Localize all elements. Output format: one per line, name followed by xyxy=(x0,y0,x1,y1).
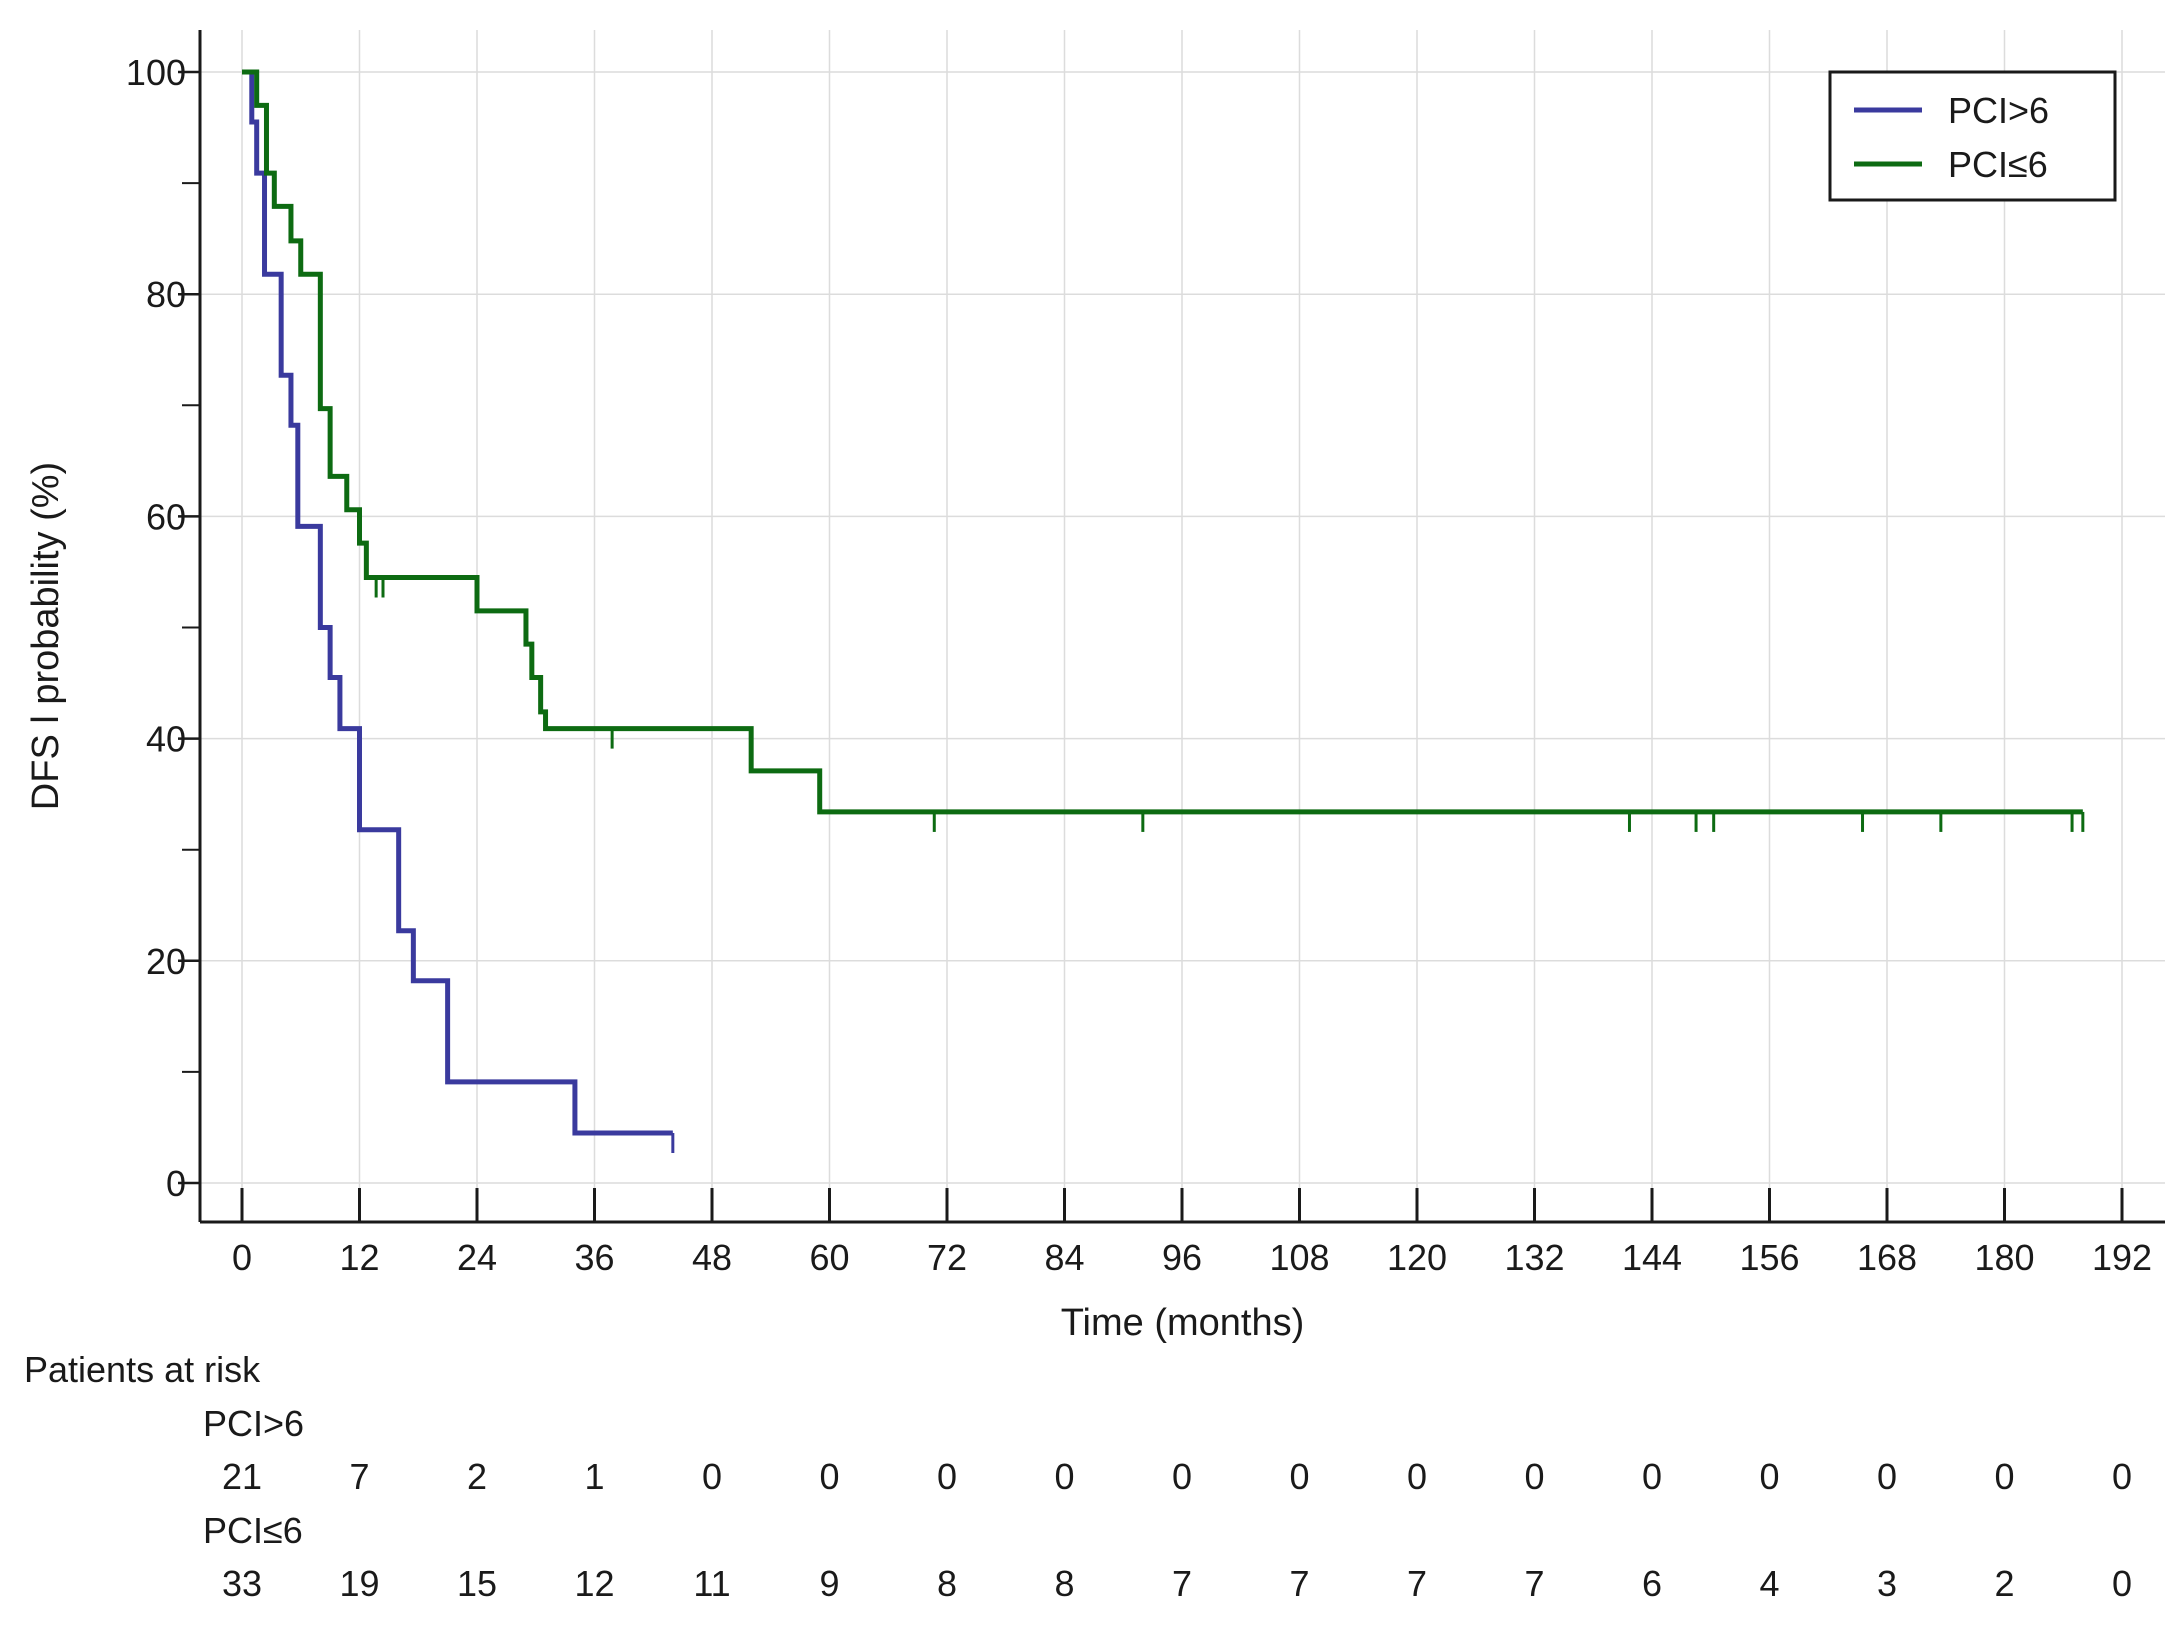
risk-count-pci-le-6-192: 0 xyxy=(2112,1563,2132,1604)
y-tick-label-0: 0 xyxy=(166,1163,186,1204)
x-tick-label-108: 108 xyxy=(1269,1237,1329,1278)
risk-count-pci-le-6-96: 7 xyxy=(1172,1563,1192,1604)
risk-group-label-pci-le-6: PCI≤6 xyxy=(203,1510,303,1551)
x-tick-label-144: 144 xyxy=(1622,1237,1682,1278)
risk-table-title: Patients at risk xyxy=(24,1349,261,1390)
x-axis-title: Time (months) xyxy=(1061,1302,1305,1344)
risk-count-pci-gt-6-84: 0 xyxy=(1054,1456,1074,1497)
risk-count-pci-le-6-0: 33 xyxy=(222,1563,262,1604)
risk-count-pci-le-6-132: 7 xyxy=(1524,1563,1544,1604)
series xyxy=(242,69,2085,1154)
x-tick-label-72: 72 xyxy=(927,1237,967,1278)
risk-count-pci-gt-6-48: 0 xyxy=(702,1456,722,1497)
risk-count-pci-le-6-84: 8 xyxy=(1054,1563,1074,1604)
risk-count-pci-le-6-60: 9 xyxy=(819,1563,839,1604)
risk-count-pci-le-6-12: 19 xyxy=(339,1563,379,1604)
risk-count-pci-le-6-180: 2 xyxy=(1994,1563,2014,1604)
y-tick-label-40: 40 xyxy=(146,719,186,760)
y-tick-label-60: 60 xyxy=(146,496,186,537)
x-tick-label-48: 48 xyxy=(692,1237,732,1278)
risk-count-pci-gt-6-120: 0 xyxy=(1407,1456,1427,1497)
risk-count-pci-gt-6-24: 2 xyxy=(467,1456,487,1497)
risk-count-pci-le-6-144: 6 xyxy=(1642,1563,1662,1604)
y-tick-label-80: 80 xyxy=(146,274,186,315)
risk-count-pci-le-6-24: 15 xyxy=(457,1563,497,1604)
y-tick-label-20: 20 xyxy=(146,941,186,982)
risk-count-pci-le-6-156: 4 xyxy=(1759,1563,1779,1604)
risk-count-pci-gt-6-12: 7 xyxy=(349,1456,369,1497)
risk-count-pci-gt-6-144: 0 xyxy=(1642,1456,1662,1497)
legend: PCI>6 PCI≤6 xyxy=(1828,70,2117,202)
legend-label-pci-le-6: PCI≤6 xyxy=(1948,144,2048,185)
x-tick-label-120: 120 xyxy=(1387,1237,1447,1278)
grid xyxy=(200,30,2165,1222)
legend-box xyxy=(1828,70,2117,202)
x-tick-label-24: 24 xyxy=(457,1237,497,1278)
y-tick-label-100: 100 xyxy=(126,52,186,93)
x-tick-label-96: 96 xyxy=(1162,1237,1202,1278)
legend-label-pci-gt-6: PCI>6 xyxy=(1948,90,2049,131)
risk-count-pci-gt-6-180: 0 xyxy=(1994,1456,2014,1497)
risk-count-pci-gt-6-156: 0 xyxy=(1759,1456,1779,1497)
x-tick-label-192: 192 xyxy=(2092,1237,2152,1278)
risk-count-pci-le-6-108: 7 xyxy=(1289,1563,1309,1604)
risk-count-pci-le-6-48: 11 xyxy=(693,1563,730,1604)
series-line-pci-le-6 xyxy=(242,69,2083,815)
x-tick-label-180: 180 xyxy=(1974,1237,2034,1278)
risk-count-pci-gt-6-96: 0 xyxy=(1172,1456,1192,1497)
x-tick-label-168: 168 xyxy=(1857,1237,1917,1278)
risk-count-pci-gt-6-60: 0 xyxy=(819,1456,839,1497)
x-tick-label-84: 84 xyxy=(1044,1237,1084,1278)
x-tick-label-36: 36 xyxy=(574,1237,614,1278)
risk-count-pci-gt-6-132: 0 xyxy=(1524,1456,1544,1497)
risk-count-pci-le-6-72: 8 xyxy=(937,1563,957,1604)
x-tick-label-132: 132 xyxy=(1504,1237,1564,1278)
risk-count-pci-gt-6-0: 21 xyxy=(222,1456,262,1497)
risk-count-pci-gt-6-36: 1 xyxy=(584,1456,604,1497)
y-axis-title: DFS l probability (%) xyxy=(25,462,67,810)
x-tick-label-156: 156 xyxy=(1739,1237,1799,1278)
risk-group-label-pci-gt-6: PCI>6 xyxy=(203,1403,304,1444)
axes: 0 20 40 60 80 100 0 12 24 36 48 60 72 84 96 108 120 132 14… xyxy=(126,30,2165,1278)
risk-count-pci-le-6-120: 7 xyxy=(1407,1563,1427,1604)
risk-count-pci-le-6-36: 12 xyxy=(574,1563,614,1604)
series-line-pci-gt-6 xyxy=(242,69,673,1136)
risk-count-pci-gt-6-72: 0 xyxy=(937,1456,957,1497)
x-tick-label-60: 60 xyxy=(809,1237,849,1278)
risk-count-pci-gt-6-192: 0 xyxy=(2112,1456,2132,1497)
x-tick-label-12: 12 xyxy=(339,1237,379,1278)
risk-count-pci-le-6-168: 3 xyxy=(1877,1563,1897,1604)
risk-count-pci-gt-6-168: 0 xyxy=(1877,1456,1897,1497)
risk-count-pci-gt-6-108: 0 xyxy=(1289,1456,1309,1497)
x-tick-label-0: 0 xyxy=(232,1237,252,1278)
